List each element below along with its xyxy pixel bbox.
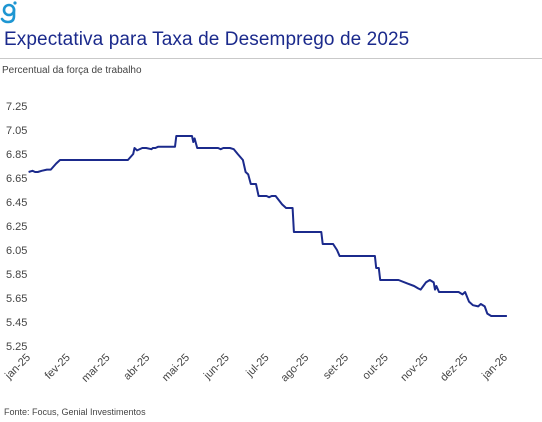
y-tick-label: 7.05	[6, 125, 27, 137]
x-tick-label: mai-25	[160, 352, 192, 384]
x-tick-label: set-25	[321, 352, 351, 382]
x-tick-label: jan-26	[479, 352, 510, 383]
x-tick-label: dez-25	[438, 352, 470, 384]
chart-title: Expectativa para Taxa de Desemprego de 2…	[4, 29, 410, 50]
genial-logo-icon	[0, 1, 17, 24]
y-tick-label: 6.85	[6, 149, 27, 161]
chart-subtitle: Percentual da força de trabalho	[2, 65, 142, 76]
line-chart: 7.25 7.05 6.85 6.65 6.45 6.25 6.05 5.85 5.65 5.45…	[2, 101, 510, 385]
y-tick-label: 5.45	[6, 317, 27, 329]
x-tick-label: jun-25	[201, 352, 232, 383]
title-divider	[0, 58, 542, 59]
y-tick-label: 5.25	[6, 341, 27, 353]
y-tick-label: 5.65	[6, 293, 27, 305]
y-tick-label: 7.25	[6, 101, 27, 113]
unemployment-expectation-line	[28, 135, 507, 317]
y-tick-label: 5.85	[6, 269, 27, 281]
source-note: Fonte: Focus, Genial Investimentos	[4, 407, 146, 417]
y-tick-label: 6.45	[6, 197, 27, 209]
x-tick-label: jan-25	[2, 352, 33, 383]
x-tick-label: fev-25	[43, 352, 73, 382]
y-tick-label: 6.65	[6, 173, 27, 185]
x-tick-label: abr-25	[121, 352, 152, 383]
x-tick-label: out-25	[360, 352, 391, 383]
y-tick-label: 6.25	[6, 221, 27, 233]
y-tick-label: 6.05	[6, 245, 27, 257]
x-tick-label: ago-25	[279, 352, 312, 385]
x-tick-label: jul-25	[243, 352, 271, 380]
x-axis-ticks: jan-25 fev-25 mar-25 abr-25 mai-25 jun-25 jul-…	[2, 352, 510, 385]
x-tick-label: nov-25	[398, 352, 430, 384]
y-axis-ticks: 7.25 7.05 6.85 6.65 6.45 6.25 6.05 5.85 5.65 5.45…	[6, 101, 27, 353]
x-tick-label: mar-25	[79, 352, 112, 385]
